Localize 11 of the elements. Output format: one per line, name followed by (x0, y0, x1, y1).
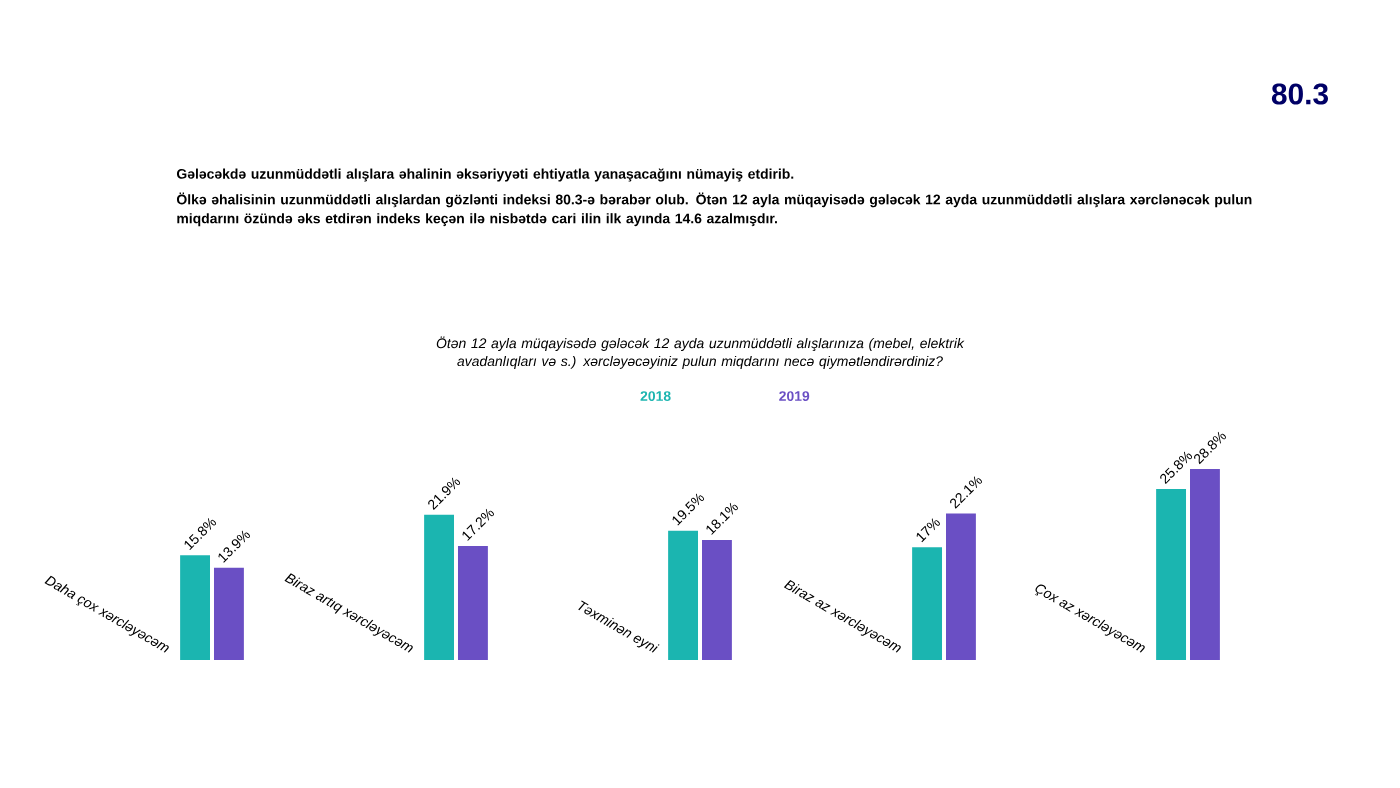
bar (180, 555, 211, 660)
bar (1156, 488, 1187, 660)
bar (668, 530, 699, 660)
bar (912, 547, 943, 660)
bar (946, 513, 976, 660)
bar (702, 540, 732, 660)
bar (1190, 469, 1220, 660)
bar (457, 545, 488, 660)
bar (213, 567, 244, 660)
bar (424, 514, 455, 660)
text: 80.3 (1271, 83, 1329, 105)
